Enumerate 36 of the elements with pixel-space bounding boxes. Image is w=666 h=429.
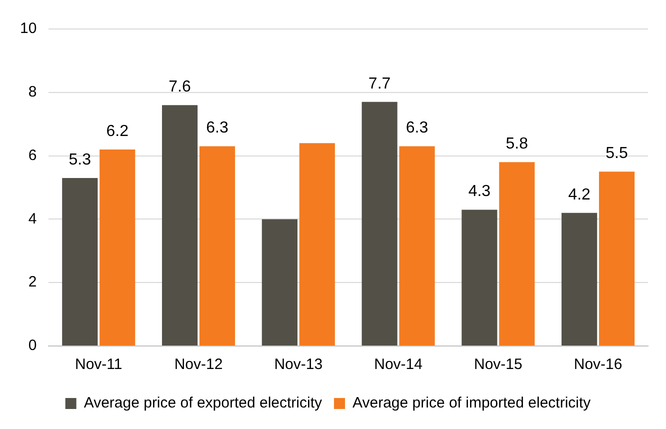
x-tick-label: Nov-11 <box>75 356 122 374</box>
data-label: 7.7 <box>368 75 391 92</box>
bar <box>362 102 398 346</box>
bar <box>499 162 535 346</box>
bar <box>598 172 635 346</box>
x-tick-label: Nov-15 <box>474 356 522 374</box>
bar <box>62 178 98 346</box>
data-label: 4.3 <box>468 183 491 200</box>
data-label: 4.2 <box>568 186 591 204</box>
y-tick-label: 8 <box>28 84 37 101</box>
bar <box>162 105 198 346</box>
y-tick-label: 4 <box>28 210 37 228</box>
x-tick-label: Nov-12 <box>174 356 223 374</box>
data-label: 5.5 <box>606 145 628 162</box>
bar <box>262 219 298 346</box>
data-label: 7.6 <box>168 78 192 96</box>
bar <box>462 210 498 346</box>
x-tick-label: Nov-14 <box>374 356 422 374</box>
bar <box>299 143 335 346</box>
bar <box>562 212 598 346</box>
y-tick-label: 0 <box>28 337 37 354</box>
data-label: 6.2 <box>106 122 129 140</box>
x-tick-label: Nov-13 <box>274 356 323 374</box>
y-tick-label: 6 <box>28 146 37 164</box>
legend-label: Average price of imported electricity <box>352 394 592 412</box>
y-tick-label: 2 <box>28 274 37 291</box>
data-label: 5.3 <box>68 151 92 168</box>
y-tick-label: 10 <box>20 20 37 38</box>
x-tick-label: Nov-16 <box>574 356 622 374</box>
data-label: 6.3 <box>406 120 428 137</box>
data-label: 6.3 <box>206 120 228 137</box>
legend-label: Average price of exported electricity <box>84 394 323 412</box>
bar <box>100 149 136 346</box>
bar <box>399 146 435 346</box>
data-label: 5.8 <box>506 136 528 153</box>
bar <box>199 146 236 346</box>
